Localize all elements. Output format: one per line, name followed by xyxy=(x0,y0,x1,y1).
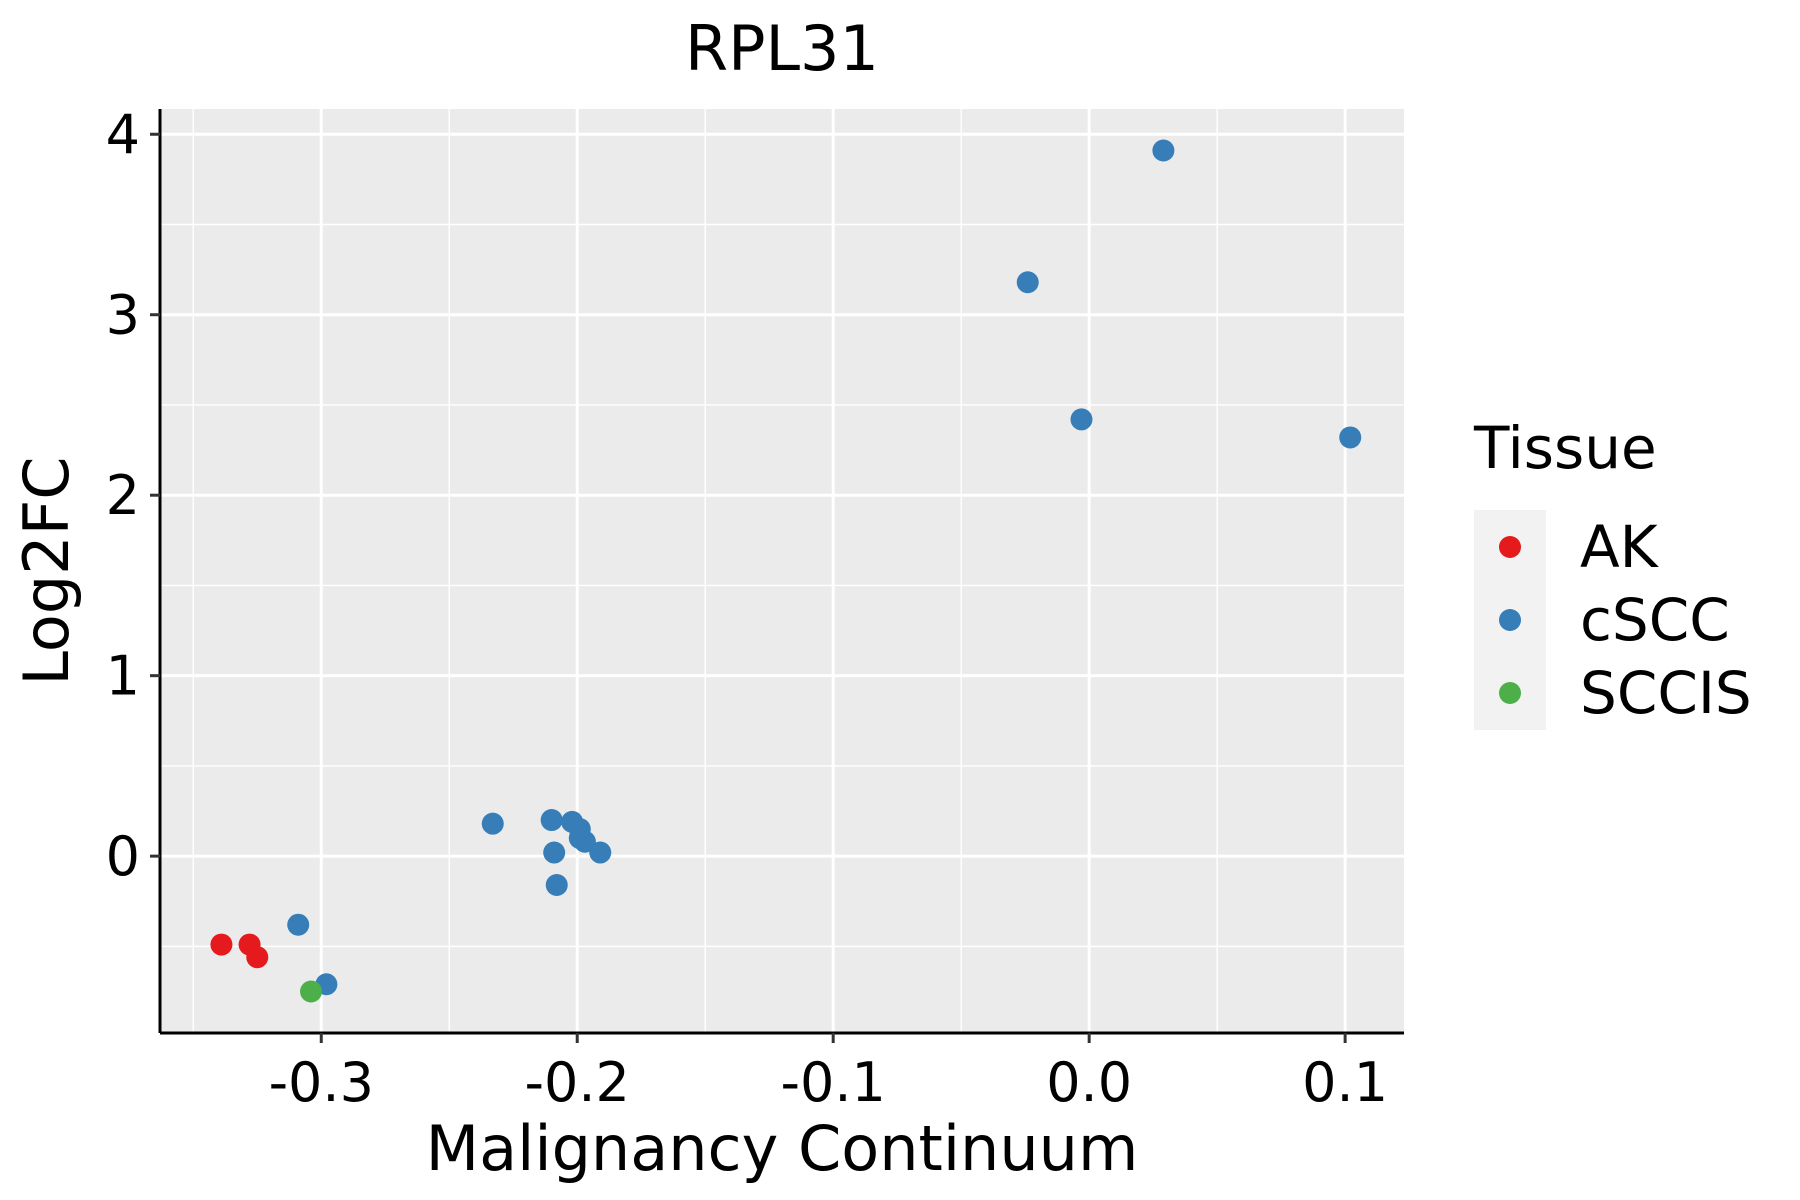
x-tick-label: -0.3 xyxy=(269,1051,374,1114)
x-tick-label: -0.2 xyxy=(525,1051,630,1114)
y-tick-label: 2 xyxy=(106,464,140,527)
point-ak xyxy=(210,933,233,956)
y-tick-label: 1 xyxy=(106,645,140,708)
point-ak xyxy=(246,946,269,969)
tick-labels: -0.3 -0.2 -0.1 0.0 0.1 0 1 2 3 4 xyxy=(106,103,1388,1114)
legend-key-sccis xyxy=(1499,682,1521,704)
y-axis-title: Log2FC xyxy=(10,456,83,685)
legend-key-cscc xyxy=(1499,609,1521,631)
x-tick-label: -0.1 xyxy=(781,1051,886,1114)
point-cscc xyxy=(1070,408,1093,431)
y-tick-label: 3 xyxy=(106,284,140,347)
plot-panel xyxy=(160,109,1404,1033)
point-cscc xyxy=(481,812,504,835)
legend-key-ak xyxy=(1499,536,1521,558)
legend-label-ak: AK xyxy=(1580,513,1660,581)
point-cscc xyxy=(540,809,563,832)
legend-title: Tissue xyxy=(1473,414,1657,482)
legend-label-cscc: cSCC xyxy=(1580,586,1730,654)
chart-title: RPL31 xyxy=(685,12,879,85)
point-cscc xyxy=(1339,426,1362,449)
point-cscc xyxy=(287,913,310,936)
point-cscc xyxy=(1152,139,1175,162)
point-cscc xyxy=(1016,271,1039,294)
point-cscc xyxy=(543,841,566,864)
point-cscc xyxy=(589,841,612,864)
x-tick-label: 0.0 xyxy=(1046,1051,1132,1114)
grid-lines xyxy=(160,109,1404,1033)
axes xyxy=(150,109,1404,1043)
legend-label-sccis: SCCIS xyxy=(1580,659,1752,727)
y-tick-label: 0 xyxy=(106,825,140,888)
data-points xyxy=(210,139,1362,1003)
point-sccis xyxy=(300,980,323,1003)
x-tick-label: 0.1 xyxy=(1302,1051,1388,1114)
x-axis-title: Malignancy Continuum xyxy=(426,1112,1139,1185)
y-tick-label: 4 xyxy=(106,103,140,166)
point-cscc xyxy=(573,830,596,853)
point-cscc xyxy=(545,874,568,897)
